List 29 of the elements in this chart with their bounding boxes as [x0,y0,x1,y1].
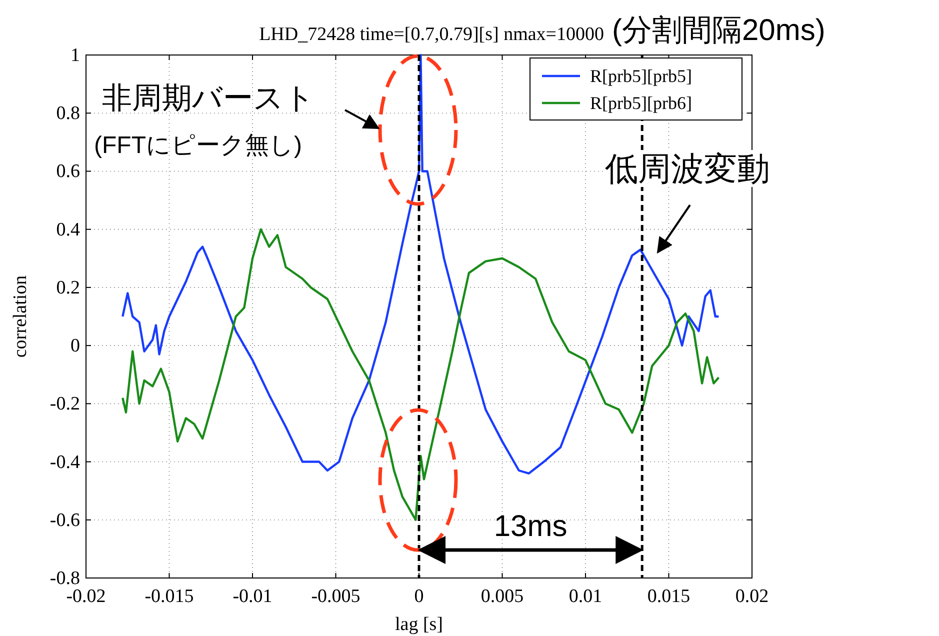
y-tick-label: 0 [70,336,80,357]
x-tick-label: 0.005 [480,586,524,607]
y-tick-label: -0.8 [50,568,80,589]
y-tick-label: 0.2 [56,277,80,298]
x-axis-title: lag [s] [394,614,444,635]
annotation: 13ms [494,510,568,543]
x-tick-label: 0.01 [568,586,602,607]
annotation: 低周波変動 [605,150,770,187]
legend-label: R[prb5][prb6] [590,93,692,113]
legend-label: R[prb5][prb5] [590,66,692,86]
y-tick-label: 0.6 [56,161,80,182]
x-tick-label: -0.015 [144,586,194,607]
y-tick-label: -0.6 [50,510,80,531]
x-tick-label: 0.015 [647,586,690,607]
x-tick-label: -0.005 [311,586,360,607]
x-tick-label: 0.02 [735,586,769,607]
y-tick-label: 0.4 [56,219,80,240]
chart-subtitle: (分割間隔20ms) [612,14,826,47]
x-tick-label: -0.02 [66,586,106,607]
annotation: (FFTにピーク無し) [94,132,302,159]
annotation: 非周期バースト [102,82,315,115]
y-tick-label: -0.4 [50,452,80,473]
x-tick-label: 0 [414,586,424,607]
y-axis-title: correlation [10,274,31,358]
y-tick-label: -0.2 [50,394,80,415]
y-tick-label: 0.8 [56,103,80,124]
y-tick-label: 1 [70,45,80,66]
chart-title: LHD_72428 time=[0.7,0.79][s] nmax=10000 [259,24,604,45]
x-tick-label: -0.01 [232,586,272,607]
